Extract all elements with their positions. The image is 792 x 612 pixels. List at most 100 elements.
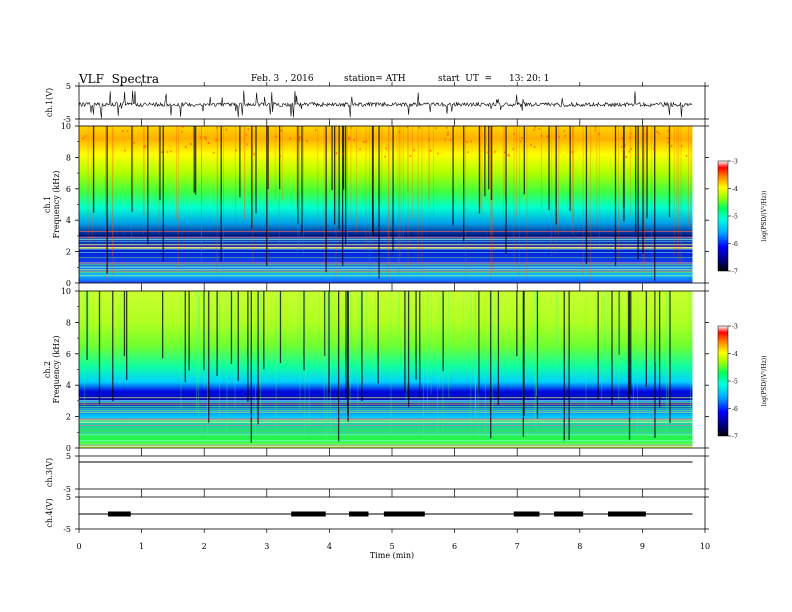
speckle <box>353 139 355 142</box>
speckle <box>199 136 201 139</box>
colorbar-tick-label: -4 <box>732 351 738 358</box>
sferic-streak <box>200 126 202 267</box>
sferic-streak <box>203 291 205 371</box>
sferic-streak <box>477 291 479 445</box>
ch1-trace <box>78 90 693 119</box>
sferic-streak <box>398 291 400 358</box>
sferic-streak <box>388 126 389 255</box>
x-tick-label: 9 <box>640 542 645 551</box>
sferic-streak <box>415 291 417 380</box>
sferic-streak <box>297 126 299 252</box>
speckle <box>466 140 468 143</box>
sferic-streak <box>219 291 221 416</box>
sferic-streak <box>623 126 625 208</box>
sferic-streak <box>539 291 541 381</box>
sferic-streak <box>301 126 303 234</box>
sferic-streak <box>345 291 347 399</box>
speckle <box>204 136 206 139</box>
speckle <box>569 150 572 153</box>
y-tick-label: 6 <box>66 350 71 359</box>
speckle <box>637 135 639 138</box>
speckle <box>540 134 543 137</box>
sferic-streak <box>397 126 399 275</box>
sferic-streak <box>381 126 383 207</box>
spectrogram-ch1 <box>79 126 693 283</box>
speckle <box>645 133 647 136</box>
sferic-streak <box>365 126 367 252</box>
speckle <box>620 145 623 148</box>
speckle <box>341 152 344 155</box>
y-tick-label: 8 <box>66 153 71 162</box>
sferic-streak <box>377 291 379 384</box>
sferic-streak <box>688 126 689 227</box>
sferic-streak <box>220 126 222 262</box>
y-tick-label: 10 <box>61 122 71 131</box>
speckle <box>335 152 338 155</box>
y-tick-label: 2 <box>66 413 71 422</box>
sferic-streak <box>335 126 337 278</box>
speckle <box>216 126 218 129</box>
sferic-streak <box>526 126 528 279</box>
sferic-streak <box>131 126 132 245</box>
sferic-streak <box>516 291 518 357</box>
sferic-streak <box>275 291 277 435</box>
y-tick-label: -5 <box>63 485 71 494</box>
chart-title: VLF Spectra <box>79 72 160 86</box>
sferic-streak <box>614 126 617 266</box>
sferic-streak <box>404 291 406 393</box>
sferic-streak <box>112 126 114 276</box>
colorbar-label: log(PSD/(V²/Hz)) <box>761 356 768 407</box>
sferic-streak <box>349 291 351 410</box>
colorbar <box>717 160 729 272</box>
x-tick-label: 10 <box>700 542 710 551</box>
sferic-streak <box>555 126 557 225</box>
speckle <box>646 126 648 129</box>
sferic-streak <box>198 291 199 417</box>
speckle <box>547 134 549 137</box>
y-tick-label: -5 <box>63 525 71 534</box>
sferic-streak <box>519 126 521 283</box>
sferic-streak <box>158 126 160 236</box>
sferic-streak <box>407 126 409 269</box>
speckle <box>630 148 632 151</box>
sferic-streak <box>569 126 571 211</box>
sferic-streak <box>87 126 89 250</box>
sferic-streak <box>470 291 472 359</box>
speckle <box>653 147 655 150</box>
sferic-streak <box>453 291 455 362</box>
sferic-streak <box>194 126 197 195</box>
colorbar-tick-label: -4 <box>732 186 738 193</box>
sferic-streak <box>596 126 598 228</box>
speckle <box>658 132 660 135</box>
sferic-streak <box>234 291 236 410</box>
sferic-streak <box>430 291 432 395</box>
sferic-streak <box>91 126 93 241</box>
ch4-pulse <box>383 511 425 517</box>
colorbar-tick-label: -6 <box>732 241 738 248</box>
sferic-streak <box>646 126 648 219</box>
sferic-streak <box>490 291 492 439</box>
sferic-streak <box>282 291 284 357</box>
speckle <box>279 155 282 158</box>
sferic-streak <box>184 291 186 383</box>
speckle <box>429 149 432 152</box>
sferic-streak <box>522 291 525 437</box>
sferic-streak <box>633 291 634 410</box>
speckle <box>385 147 388 150</box>
speckle <box>215 138 218 141</box>
sferic-streak <box>628 291 631 441</box>
speckle <box>314 129 317 132</box>
sferic-streak <box>463 126 465 242</box>
sferic-streak <box>356 126 357 234</box>
sferic-streak <box>337 291 340 442</box>
speckle <box>289 137 291 140</box>
y-axis-label-channel: ch.2 <box>43 361 52 378</box>
sferic-streak <box>568 291 570 440</box>
sferic-streak <box>344 126 347 245</box>
sferic-streak <box>667 291 669 410</box>
speckle <box>670 145 673 148</box>
sferic-streak <box>147 126 149 245</box>
speckle <box>250 144 252 147</box>
sferic-streak <box>86 291 88 360</box>
y-axis-label-frequency: Frequency (kHz) <box>52 335 61 403</box>
